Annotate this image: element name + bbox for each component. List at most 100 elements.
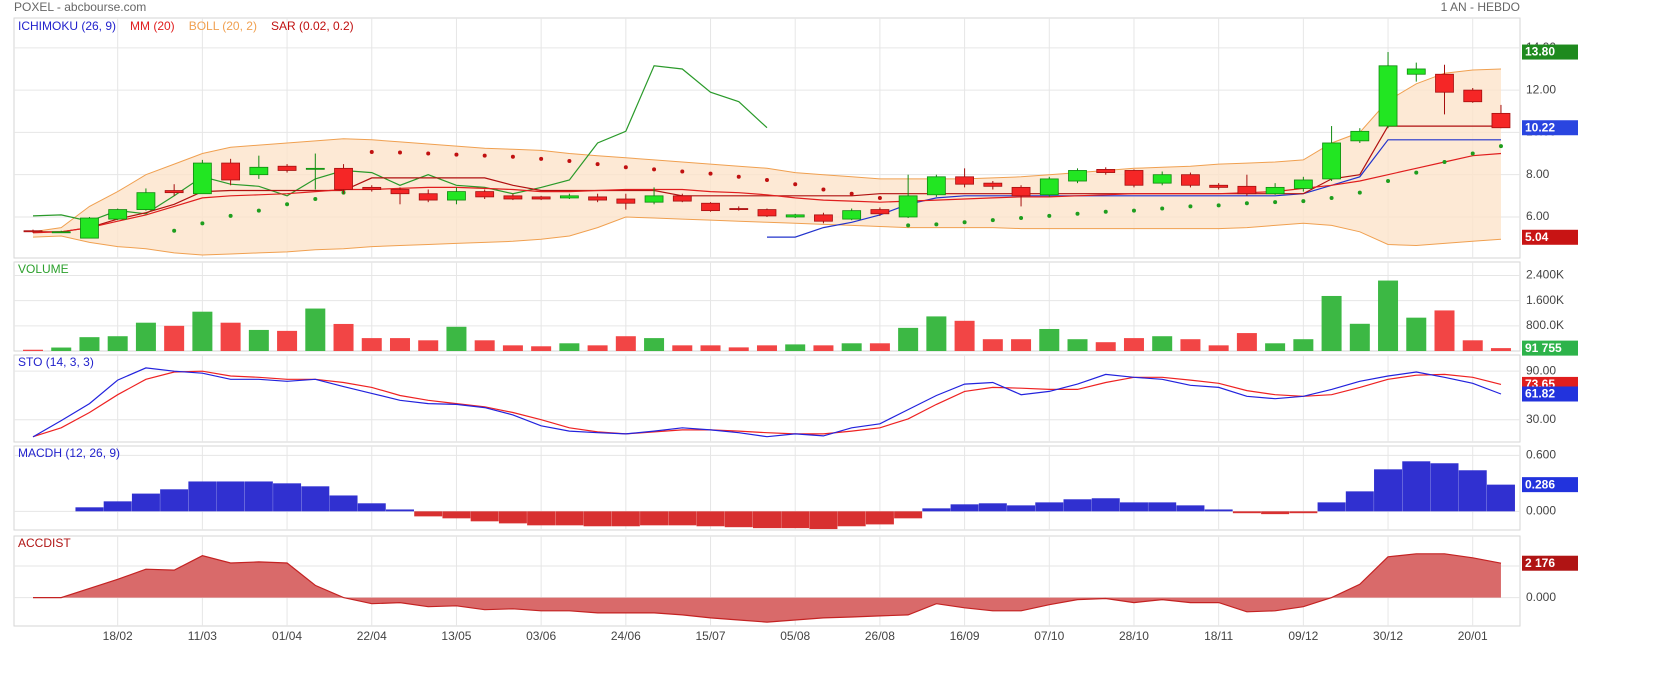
- sar-dot: [1244, 201, 1249, 206]
- candle-body: [842, 210, 862, 220]
- x-tick-label: 30/12: [1373, 629, 1403, 643]
- candle-body: [898, 195, 918, 218]
- volume-bar: [1349, 323, 1370, 351]
- candle-body: [277, 165, 297, 171]
- macd-bar: [865, 511, 894, 525]
- candle-body: [1124, 170, 1144, 186]
- sar-dot: [1160, 206, 1165, 211]
- volume-bar: [587, 345, 608, 351]
- sar-dot: [849, 191, 854, 196]
- macd-bar: [1232, 511, 1261, 514]
- macd-bar: [131, 493, 160, 512]
- volume-bar: [1462, 340, 1483, 351]
- macd-bar: [414, 511, 443, 517]
- volume-bar: [700, 345, 721, 351]
- volume-bar: [672, 345, 693, 351]
- volume-bar: [135, 322, 156, 351]
- macd-bar: [1176, 505, 1205, 512]
- macd-bar: [1486, 484, 1515, 512]
- y-tick-label: 6.00: [1526, 209, 1550, 223]
- candle-body: [1265, 186, 1285, 195]
- macd-bar: [1119, 502, 1148, 512]
- legend-entry: BOLL (20, 2): [189, 19, 257, 33]
- sar-dot: [397, 150, 402, 155]
- macd-bar: [922, 508, 951, 512]
- candle-body: [334, 167, 353, 190]
- sar-dot: [1273, 200, 1278, 205]
- value-box: [1522, 120, 1578, 136]
- macd-bar: [1035, 502, 1064, 512]
- macd-bar: [781, 511, 810, 529]
- header-period: 1 AN - HEBDO: [1441, 0, 1520, 14]
- sar-dot: [595, 162, 600, 167]
- accdist-area: [33, 553, 1501, 623]
- candle-body: [418, 193, 438, 201]
- header-title: POXEL - abcbourse.com: [14, 0, 146, 14]
- volume-bar: [531, 346, 552, 351]
- candle-body: [1350, 130, 1370, 142]
- volume-bar: [446, 326, 467, 351]
- y-tick-label: 2.400K: [1526, 268, 1564, 282]
- sar-dot: [1301, 199, 1306, 204]
- macd-bar: [329, 495, 358, 512]
- moving-average: [32, 152, 1502, 234]
- sar-dot: [1188, 204, 1193, 209]
- macd-bar: [1204, 509, 1233, 512]
- accdist-line: [33, 553, 1502, 623]
- sar-dot: [708, 171, 713, 176]
- sar-dot: [567, 158, 572, 163]
- volume-bar: [728, 347, 749, 351]
- macd-bar: [1289, 511, 1318, 514]
- macd-bar: [103, 501, 132, 512]
- candle-body: [164, 190, 184, 194]
- value-box-label: 91 755: [1525, 341, 1562, 355]
- value-box-label: 5.04: [1525, 230, 1549, 244]
- sar-dot: [482, 153, 487, 158]
- value-box-label: 10.22: [1525, 120, 1555, 134]
- sar-dot: [877, 195, 882, 200]
- macd-bar: [273, 483, 302, 512]
- volume-bar: [389, 338, 410, 351]
- panel-title: VOLUME: [18, 262, 69, 276]
- candle-body: [51, 231, 71, 234]
- value-box-label: 13.80: [1525, 45, 1555, 59]
- macd-bar: [160, 489, 189, 512]
- macd-bar: [244, 481, 273, 512]
- volume-bar: [559, 343, 580, 351]
- candle-body: [785, 214, 805, 218]
- macd-bar: [1458, 470, 1487, 512]
- volume-bar: [1095, 342, 1116, 351]
- candle-body: [814, 214, 833, 222]
- panel-title: MACDH (12, 26, 9): [18, 446, 120, 460]
- value-box: [1522, 555, 1578, 571]
- sar-dot: [1498, 144, 1503, 149]
- volume-bar: [1236, 333, 1257, 351]
- x-tick-label: 03/06: [526, 629, 556, 643]
- sar-dot: [1442, 160, 1447, 164]
- volume-bar: [898, 327, 919, 351]
- volume-bar: [954, 320, 975, 351]
- value-box: [1522, 386, 1578, 402]
- candle-body: [1068, 170, 1087, 182]
- boll-band-fill: [33, 68, 1501, 256]
- sar-dot: [962, 220, 967, 225]
- value-box-label: 61.82: [1525, 387, 1555, 401]
- candle-body: [616, 198, 636, 204]
- panel-title: STO (14, 3, 3): [18, 355, 94, 369]
- macd-bar: [1317, 502, 1346, 512]
- macd-bar: [555, 511, 584, 526]
- sar-dot: [652, 167, 657, 172]
- macd-bar: [611, 511, 640, 527]
- ichimoku-line: [32, 65, 768, 222]
- candle-body: [1152, 174, 1172, 184]
- sar-dot: [821, 187, 826, 192]
- sar-dot: [454, 152, 459, 157]
- sar-dot: [1047, 213, 1052, 218]
- y-tick-label: 800.0K: [1526, 318, 1564, 332]
- x-tick-label: 09/12: [1288, 629, 1318, 643]
- x-tick-label: 22/04: [357, 629, 387, 643]
- volume-bar: [1490, 348, 1511, 351]
- macd-bar: [752, 511, 781, 529]
- y-tick-label: 30.00: [1526, 412, 1556, 426]
- panel-title: ACCDIST: [18, 536, 71, 550]
